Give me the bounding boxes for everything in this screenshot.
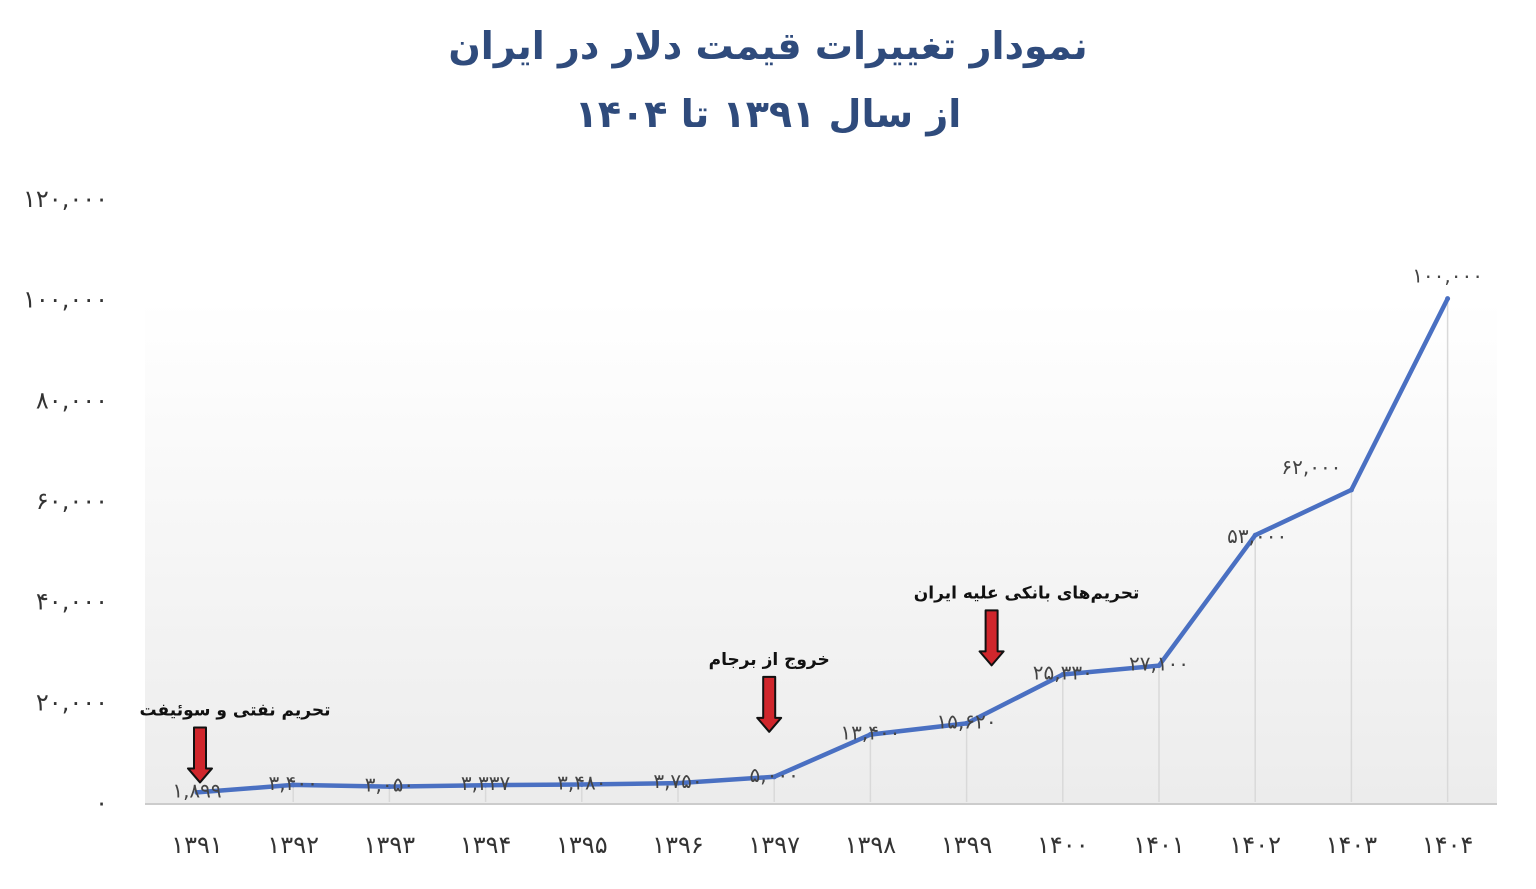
data-label: ۳,۴۰۰ <box>269 771 318 795</box>
annotation-label: تحریم‌های بانکی علیه ایران <box>914 583 1140 603</box>
x-tick-label: ۱۳۹۳ <box>364 831 416 859</box>
annotation-label: تحریم نفتی و سوئیفت <box>140 700 331 720</box>
arrow-down-icon <box>756 675 783 733</box>
data-label: ۶۲,۰۰۰ <box>1281 455 1341 479</box>
data-point <box>290 782 296 788</box>
y-axis: ۰ ۲۰,۰۰۰ ۴۰,۰۰۰ ۶۰,۰۰۰ ۸۰,۰۰۰ ۱۰۰,۰۰۰ ۱۲۰,۰۰۰ <box>23 185 108 817</box>
x-tick-label: ۱۳۹۹ <box>941 831 993 859</box>
x-tick-label: ۱۳۹۴ <box>460 831 512 859</box>
data-point <box>675 780 681 786</box>
data-label: ۱۰۰,۰۰۰ <box>1412 264 1483 288</box>
arrow-down-icon <box>978 609 1005 667</box>
y-tick-label: ۶۰,۰۰۰ <box>36 487 108 515</box>
data-label: ۳,۰۵۰ <box>365 773 414 797</box>
data-point <box>386 784 392 790</box>
data-point <box>867 732 873 738</box>
data-label: ۲۵,۳۳۰ <box>1033 661 1093 685</box>
data-point <box>771 774 777 780</box>
data-point <box>1060 672 1066 678</box>
data-point <box>579 781 585 787</box>
annotation: خروج از برجام <box>709 650 830 733</box>
x-tick-label: ۱۳۹۸ <box>845 831 897 859</box>
data-label: ۱۵,۶۲۰ <box>937 709 997 733</box>
data-label: ۵۳,۰۰۰ <box>1227 524 1287 548</box>
data-point <box>483 782 489 788</box>
data-label: ۱۳,۴۰۰ <box>840 721 900 745</box>
annotation-label: خروج از برجام <box>709 650 830 670</box>
data-label: ۱,۸۹۹ <box>172 778 221 802</box>
x-tick-label: ۱۴۰۳ <box>1326 831 1378 859</box>
y-tick-label: ۱۰۰,۰۰۰ <box>23 286 108 314</box>
series-line <box>194 296 1450 795</box>
data-label: ۳,۷۵۰ <box>653 769 702 793</box>
x-tick-label: ۱۳۹۷ <box>748 831 800 859</box>
y-tick-label: ۱۲۰,۰۰۰ <box>23 185 108 213</box>
x-tick-label: ۱۴۰۴ <box>1422 831 1474 859</box>
y-tick-label: ۸۰,۰۰۰ <box>36 386 108 414</box>
x-tick-label: ۱۴۰۲ <box>1229 831 1281 859</box>
x-tick-label: ۱۳۹۵ <box>556 831 608 859</box>
x-axis: ۱۳۹۱ ۱۳۹۲ ۱۳۹۳ ۱۳۹۴ ۱۳۹۵ ۱۳۹۶ ۱۳۹۷ ۱۳۹۸ ۱۳۹۹ ۱۴۰۰… <box>171 831 1473 859</box>
data-label: ۲۷,۱۰۰ <box>1129 652 1189 676</box>
plot-background <box>145 300 1497 804</box>
annotations: تحریم نفتی و سوئیفت خروج از برجام تحریم‌ها… <box>140 583 1140 784</box>
annotation: تحریم نفتی و سوئیفت <box>140 700 331 784</box>
y-tick-label: ۲۰,۰۰۰ <box>36 688 108 716</box>
y-tick-label: ۴۰,۰۰۰ <box>36 588 108 616</box>
data-point <box>1252 532 1258 538</box>
annotation: تحریم‌های بانکی علیه ایران <box>914 583 1140 667</box>
chart-subtitle: از سال ۱۳۹۱ تا ۱۴۰۴ <box>574 92 962 136</box>
arrow-down-icon <box>187 726 213 784</box>
data-point <box>1156 663 1162 669</box>
data-point <box>964 720 970 726</box>
data-labels: ۱,۸۹۹ ۳,۴۰۰ ۳,۰۵۰ ۳,۳۳۷ ۳,۴۸۰ ۳,۷۵۰ ۵,۰۰۰ ۱۳,۴۰… <box>172 264 1483 803</box>
data-point <box>194 789 200 795</box>
drop-lines <box>292 298 1449 802</box>
series-price <box>194 296 1451 795</box>
x-tick-label: ۱۴۰۰ <box>1037 831 1089 859</box>
x-tick-label: ۱۴۰۱ <box>1133 831 1185 859</box>
x-tick-label: ۱۳۹۱ <box>171 831 223 859</box>
data-label: ۳,۳۳۷ <box>461 771 511 795</box>
y-tick-label: ۰ <box>95 789 108 817</box>
x-tick-label: ۱۳۹۶ <box>652 831 704 859</box>
x-tick-label: ۱۳۹۲ <box>267 831 319 859</box>
data-label: ۳,۴۸۰ <box>557 770 606 794</box>
data-label: ۵,۰۰۰ <box>750 763 799 787</box>
data-point <box>1348 487 1354 493</box>
chart-title: نمودار تغییرات قیمت دلار در ایران <box>448 24 1088 68</box>
data-point <box>1445 296 1451 302</box>
